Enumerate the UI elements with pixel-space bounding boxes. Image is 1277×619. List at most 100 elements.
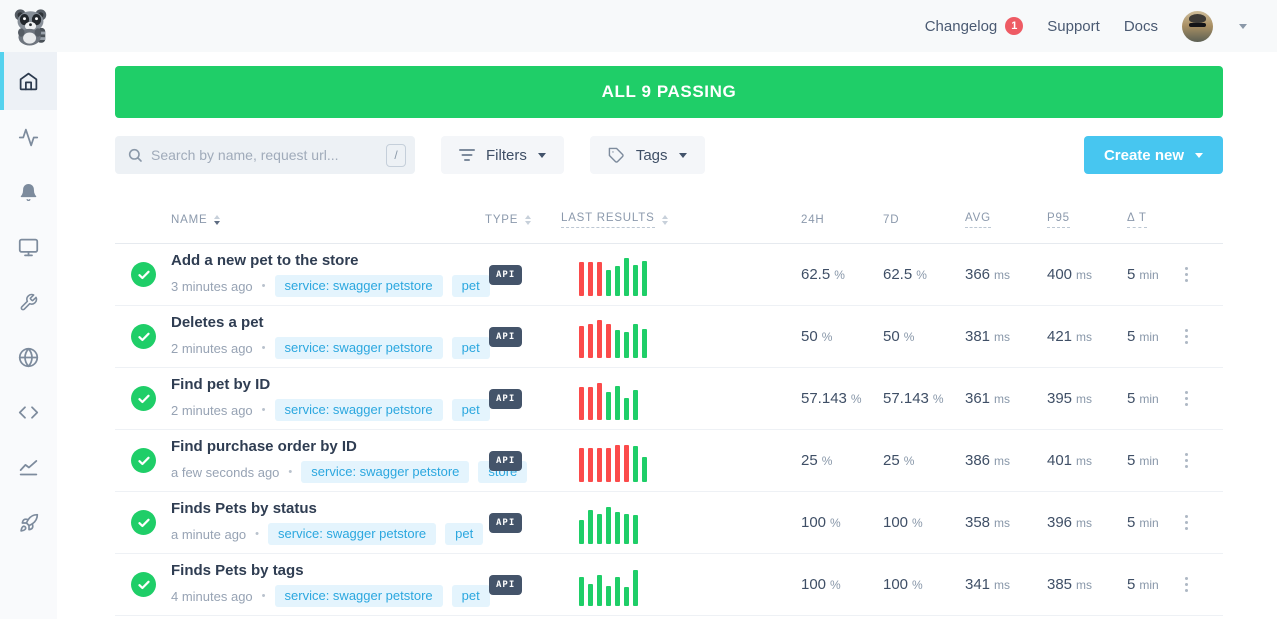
check-row[interactable]: Finds Pets by status a minute ago • serv…	[115, 492, 1223, 554]
check-name[interactable]: Finds Pets by tags	[171, 562, 304, 579]
raccoon-logo[interactable]	[12, 7, 49, 47]
row-menu-button[interactable]	[1177, 385, 1195, 412]
sidebar-item-checks[interactable]	[0, 110, 57, 165]
user-avatar[interactable]	[1182, 10, 1213, 42]
result-bar-pass[interactable]	[606, 391, 611, 420]
result-bar-pass[interactable]	[597, 574, 602, 606]
result-bar-fail[interactable]	[579, 386, 584, 420]
result-bar-pass[interactable]	[615, 576, 620, 606]
check-name[interactable]: Finds Pets by status	[171, 500, 317, 517]
last-results-chart[interactable]	[579, 564, 787, 606]
row-menu-button[interactable]	[1177, 571, 1195, 598]
sort-name-icon[interactable]	[214, 214, 221, 225]
result-bar-pass[interactable]	[606, 269, 611, 296]
result-bar-pass[interactable]	[579, 519, 584, 544]
sidebar-item-alerts[interactable]	[0, 165, 57, 220]
check-name[interactable]: Add a new pet to the store	[171, 252, 359, 269]
result-bar-pass[interactable]	[588, 583, 593, 606]
last-results-chart[interactable]	[579, 254, 787, 296]
check-row[interactable]: Add a new pet to the store 3 minutes ago…	[115, 244, 1223, 306]
check-tag[interactable]: pet	[451, 337, 490, 359]
last-results-chart[interactable]	[579, 440, 787, 482]
tags-button[interactable]: Tags	[589, 136, 705, 174]
search-input[interactable]	[151, 147, 378, 163]
result-bar-fail[interactable]	[597, 319, 602, 358]
result-bar-pass[interactable]	[615, 265, 620, 296]
result-bar-fail[interactable]	[588, 447, 593, 482]
result-bar-fail[interactable]	[579, 447, 584, 482]
result-bar-fail[interactable]	[597, 382, 602, 420]
check-tag[interactable]: pet	[451, 399, 490, 421]
result-bar-fail[interactable]	[606, 323, 611, 358]
result-bar-fail[interactable]	[588, 261, 593, 296]
check-tag[interactable]: pet	[451, 275, 490, 297]
check-row[interactable]: Deletes a pet 2 minutes ago • service: s…	[115, 306, 1223, 368]
check-tag[interactable]: service: swagger petstore	[274, 275, 443, 297]
check-tag[interactable]: pet	[451, 585, 490, 607]
result-bar-pass[interactable]	[624, 397, 629, 420]
nav-link-changelog[interactable]: Changelog 1	[925, 17, 1024, 35]
row-menu-button[interactable]	[1177, 261, 1195, 288]
sidebar-item-home[interactable]	[0, 52, 57, 110]
result-bar-pass[interactable]	[624, 331, 629, 358]
result-bar-pass[interactable]	[642, 260, 647, 296]
check-tag[interactable]: service: swagger petstore	[301, 461, 470, 483]
result-bar-pass[interactable]	[588, 509, 593, 544]
result-bar-pass[interactable]	[642, 328, 647, 358]
row-menu-button[interactable]	[1177, 447, 1195, 474]
check-row[interactable]: Find pet by ID 2 minutes ago • service: …	[115, 368, 1223, 430]
sidebar-item-analytics[interactable]	[0, 440, 57, 495]
sidebar-item-dashboards[interactable]	[0, 220, 57, 275]
sort-type-icon[interactable]	[525, 214, 532, 225]
result-bar-pass[interactable]	[615, 385, 620, 420]
result-bar-pass[interactable]	[579, 576, 584, 606]
check-row[interactable]: Finds Pets by tags 4 minutes ago • servi…	[115, 554, 1223, 616]
result-bar-fail[interactable]	[624, 444, 629, 482]
create-new-button[interactable]: Create new	[1083, 136, 1223, 174]
result-bar-pass[interactable]	[624, 257, 629, 296]
filters-button[interactable]: Filters	[441, 136, 564, 174]
result-bar-pass[interactable]	[615, 511, 620, 544]
column-header-type[interactable]: TYPE	[485, 213, 519, 226]
result-bar-pass[interactable]	[633, 264, 638, 296]
sidebar-item-quickstart[interactable]	[0, 495, 57, 550]
result-bar-fail[interactable]	[597, 447, 602, 482]
sidebar-item-maintenance[interactable]	[0, 275, 57, 330]
last-results-chart[interactable]	[579, 316, 787, 358]
check-tag[interactable]: service: swagger petstore	[268, 523, 437, 545]
check-tag[interactable]: pet	[445, 523, 484, 545]
last-results-chart[interactable]	[579, 502, 787, 544]
check-tag[interactable]: service: swagger petstore	[274, 337, 443, 359]
result-bar-pass[interactable]	[633, 323, 638, 358]
sidebar-item-snippets[interactable]	[0, 385, 57, 440]
result-bar-fail[interactable]	[615, 444, 620, 482]
result-bar-pass[interactable]	[633, 569, 638, 606]
result-bar-pass[interactable]	[606, 506, 611, 544]
result-bar-fail[interactable]	[606, 447, 611, 482]
result-bar-fail[interactable]	[597, 261, 602, 296]
check-row[interactable]: Find purchase order by ID a few seconds …	[115, 430, 1223, 492]
result-bar-pass[interactable]	[633, 389, 638, 420]
last-results-chart[interactable]	[579, 378, 787, 420]
column-header-name[interactable]: NAME	[171, 213, 208, 226]
check-tag[interactable]: service: swagger petstore	[274, 585, 443, 607]
row-menu-button[interactable]	[1177, 323, 1195, 350]
result-bar-fail[interactable]	[588, 386, 593, 420]
result-bar-pass[interactable]	[597, 513, 602, 544]
account-menu-caret-icon[interactable]	[1239, 23, 1247, 29]
result-bar-fail[interactable]	[588, 323, 593, 358]
result-bar-pass[interactable]	[633, 514, 638, 544]
check-name[interactable]: Find pet by ID	[171, 376, 271, 393]
result-bar-pass[interactable]	[642, 456, 647, 482]
check-name[interactable]: Find purchase order by ID	[171, 438, 357, 455]
row-menu-button[interactable]	[1177, 509, 1195, 536]
result-bar-pass[interactable]	[633, 445, 638, 482]
column-header-last-results[interactable]: LAST RESULTS	[561, 212, 655, 228]
check-tag[interactable]: service: swagger petstore	[274, 399, 443, 421]
result-bar-pass[interactable]	[624, 586, 629, 606]
check-name[interactable]: Deletes a pet	[171, 314, 264, 331]
result-bar-fail[interactable]	[579, 325, 584, 358]
sidebar-item-private-locations[interactable]	[0, 330, 57, 385]
result-bar-pass[interactable]	[624, 513, 629, 544]
nav-link-docs[interactable]: Docs	[1124, 18, 1158, 35]
